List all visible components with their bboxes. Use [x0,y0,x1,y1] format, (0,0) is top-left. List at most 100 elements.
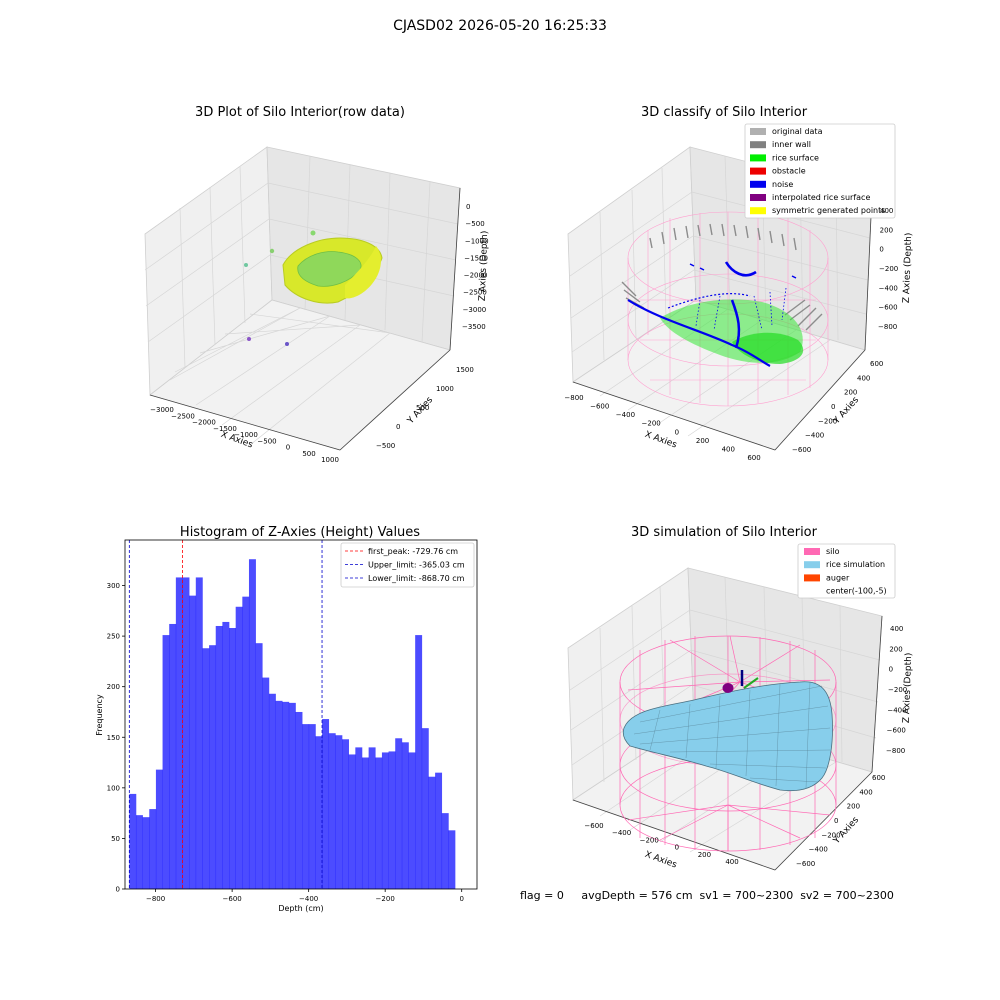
panel-histogram: Histogram of Z-Axies (Height) Values −80… [95,525,478,913]
histogram-bar [175,577,183,889]
tick-label: −600 [887,727,906,735]
histogram-bar [135,815,143,889]
histogram-bar [441,813,449,889]
histogram-bar [189,595,197,889]
histogram-bar [395,738,403,889]
x-tick-label: −200 [376,895,395,903]
histogram-bar [355,747,363,889]
panel-title: 3D Plot of Silo Interior(row data) [195,105,405,120]
tick-label: −200 [821,831,840,839]
tick-label: −2000 [192,419,216,427]
tick-label: −500 [257,437,276,445]
tick-label: −200 [888,686,907,694]
tick-label: −800 [564,394,583,402]
histogram-bar [381,752,389,889]
histogram-bar [342,739,349,889]
tick-label: −500 [465,220,484,228]
histogram-bar [255,643,263,889]
x-axis-label: X Axies [643,430,678,451]
tick-label: −600 [792,446,811,454]
legend-label: noise [772,180,793,189]
legend: silo rice simulation auger center(-100,-5) [797,543,896,599]
histogram-bar [288,702,296,889]
rice-surface-points [660,299,804,364]
y-tick-label: 50 [111,835,120,843]
tick-label: 0 [675,844,679,852]
histogram-bar [182,577,190,889]
tick-label: −400 [616,411,635,419]
legend-label: rice simulation [826,560,885,569]
tick-label: 200 [889,645,902,653]
z-tick-labels: 400 200 0 −200 −400 −600 −800 [878,207,898,331]
tick-label: 600 [870,360,883,368]
legend-swatch [750,141,766,149]
histogram-bar [262,677,270,889]
histogram-bar [155,769,163,889]
tick-label: 0 [466,203,470,211]
y-tick-label: 0 [116,886,120,894]
scatter-point [310,230,316,236]
tick-label: 0 [675,428,679,436]
histogram-bar [162,635,170,889]
tick-label: −200 [818,417,837,425]
legend-swatch [750,194,766,201]
tick-label: 400 [880,207,893,215]
legend-swatch [750,154,766,162]
histogram-bar [322,719,330,889]
tick-label: 0 [834,817,838,825]
legend-swatch [750,167,766,175]
tick-label: −800 [878,323,897,331]
tick-label: −200 [642,420,661,428]
tick-label: 500 [416,404,429,412]
legend-swatch [750,180,766,188]
histogram-bar [235,606,243,889]
z-axis-label: Z Axies (Depth) [902,233,914,304]
figure-title: CJASD02 2026-05-20 16:25:33 [393,18,607,34]
histogram-bar [268,693,276,889]
point-cloud [244,230,383,346]
y-tick-label: 300 [107,582,120,590]
y-axis-label: Y Axies [831,395,861,427]
tick-label: −400 [805,432,824,440]
legend-label: first_peak: -729.76 cm [368,547,458,556]
y-axis-label: Frequency [95,694,104,736]
histogram-bar [142,817,150,889]
histogram-bar [129,793,137,889]
scatter-point [244,263,248,267]
x-tick-labels: −800 −600 −400 −200 0 [146,889,464,903]
histogram-bar [169,623,177,889]
z-tick-labels: 400 200 0 −200 −400 −600 −800 [886,625,907,755]
plot-frame [124,539,478,890]
tick-label: 200 [880,226,893,234]
legend-label: center(-100,-5) [826,587,887,596]
panel-title: 3D classify of Silo Interior [641,105,808,120]
legend-label: symmetric generated points [772,206,885,215]
legend-label: inner wall [772,140,811,149]
y-tick-label: 150 [107,734,120,742]
reference-lines [128,540,323,889]
x-tick-labels: −600 −400 −200 0 200 400 [584,822,738,866]
histogram-bar [222,621,230,889]
histogram-bar [421,728,429,889]
tick-label: −3000 [463,306,487,314]
histogram-bar [275,700,283,889]
tick-label: 0 [286,444,290,452]
legend-label: original data [772,127,823,136]
x-tick-label: −400 [299,895,318,903]
histogram-bar [348,754,356,889]
tick-label: −600 [878,304,897,312]
tick-label: −1500 [213,425,237,433]
tick-label: 400 [859,788,872,796]
histogram-bar [282,701,290,889]
scatter-point [285,342,289,346]
tick-label: 200 [847,803,860,811]
panel-raw-data-3d: 3D Plot of Silo Interior(row data) [144,105,490,464]
histogram-bar [401,742,409,889]
tick-label: 1500 [456,366,474,374]
y-tick-labels: −500 0 500 1000 1500 [376,366,474,450]
legend-swatch [750,128,766,135]
tick-label: 400 [890,625,903,633]
x-axis-label: Depth (cm) [278,904,323,913]
histogram-bar [229,628,236,889]
